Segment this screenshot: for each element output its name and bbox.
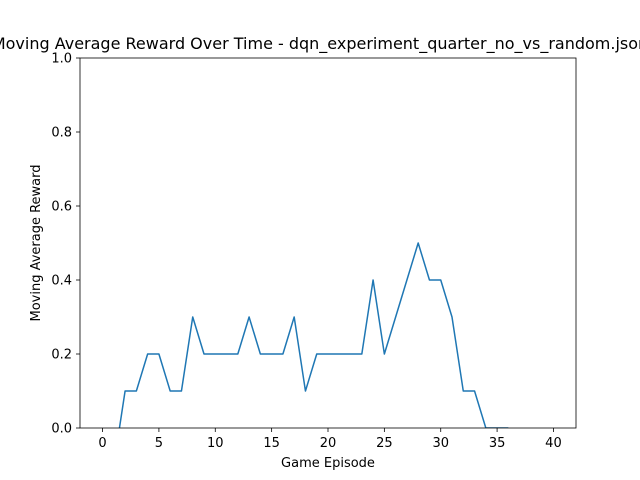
y-tick-label-0: 0.0 [51, 422, 72, 437]
y-tick-label-3: 0.6 [51, 200, 72, 215]
y-tick-label-4: 0.8 [51, 126, 72, 141]
x-tick-label-2: 10 [207, 436, 224, 451]
x-tick-label-3: 15 [263, 436, 280, 451]
y-axis-label: Moving Average Reward [29, 164, 44, 321]
x-tick-label-5: 25 [376, 436, 393, 451]
series-line-0 [118, 242, 509, 428]
x-tick-label-4: 20 [320, 436, 337, 451]
x-tick-label-6: 30 [432, 436, 449, 451]
chart-title: Moving Average Reward Over Time - dqn_ex… [0, 34, 640, 54]
x-tick-label-7: 35 [489, 436, 506, 451]
x-tick-label-8: 40 [545, 436, 562, 451]
y-tick-label-1: 0.2 [51, 348, 72, 363]
y-tick-label-5: 1.0 [51, 52, 72, 67]
x-tick-label-0: 0 [98, 436, 106, 451]
y-tick-label-2: 0.4 [51, 274, 72, 289]
x-axis-label: Game Episode [281, 456, 375, 471]
plot-area: 0 5 10 15 20 25 30 35 40 0.0 0.2 0.4 0.6 0.8 1.0 [51, 52, 577, 451]
x-tick-label-1: 5 [155, 436, 163, 451]
